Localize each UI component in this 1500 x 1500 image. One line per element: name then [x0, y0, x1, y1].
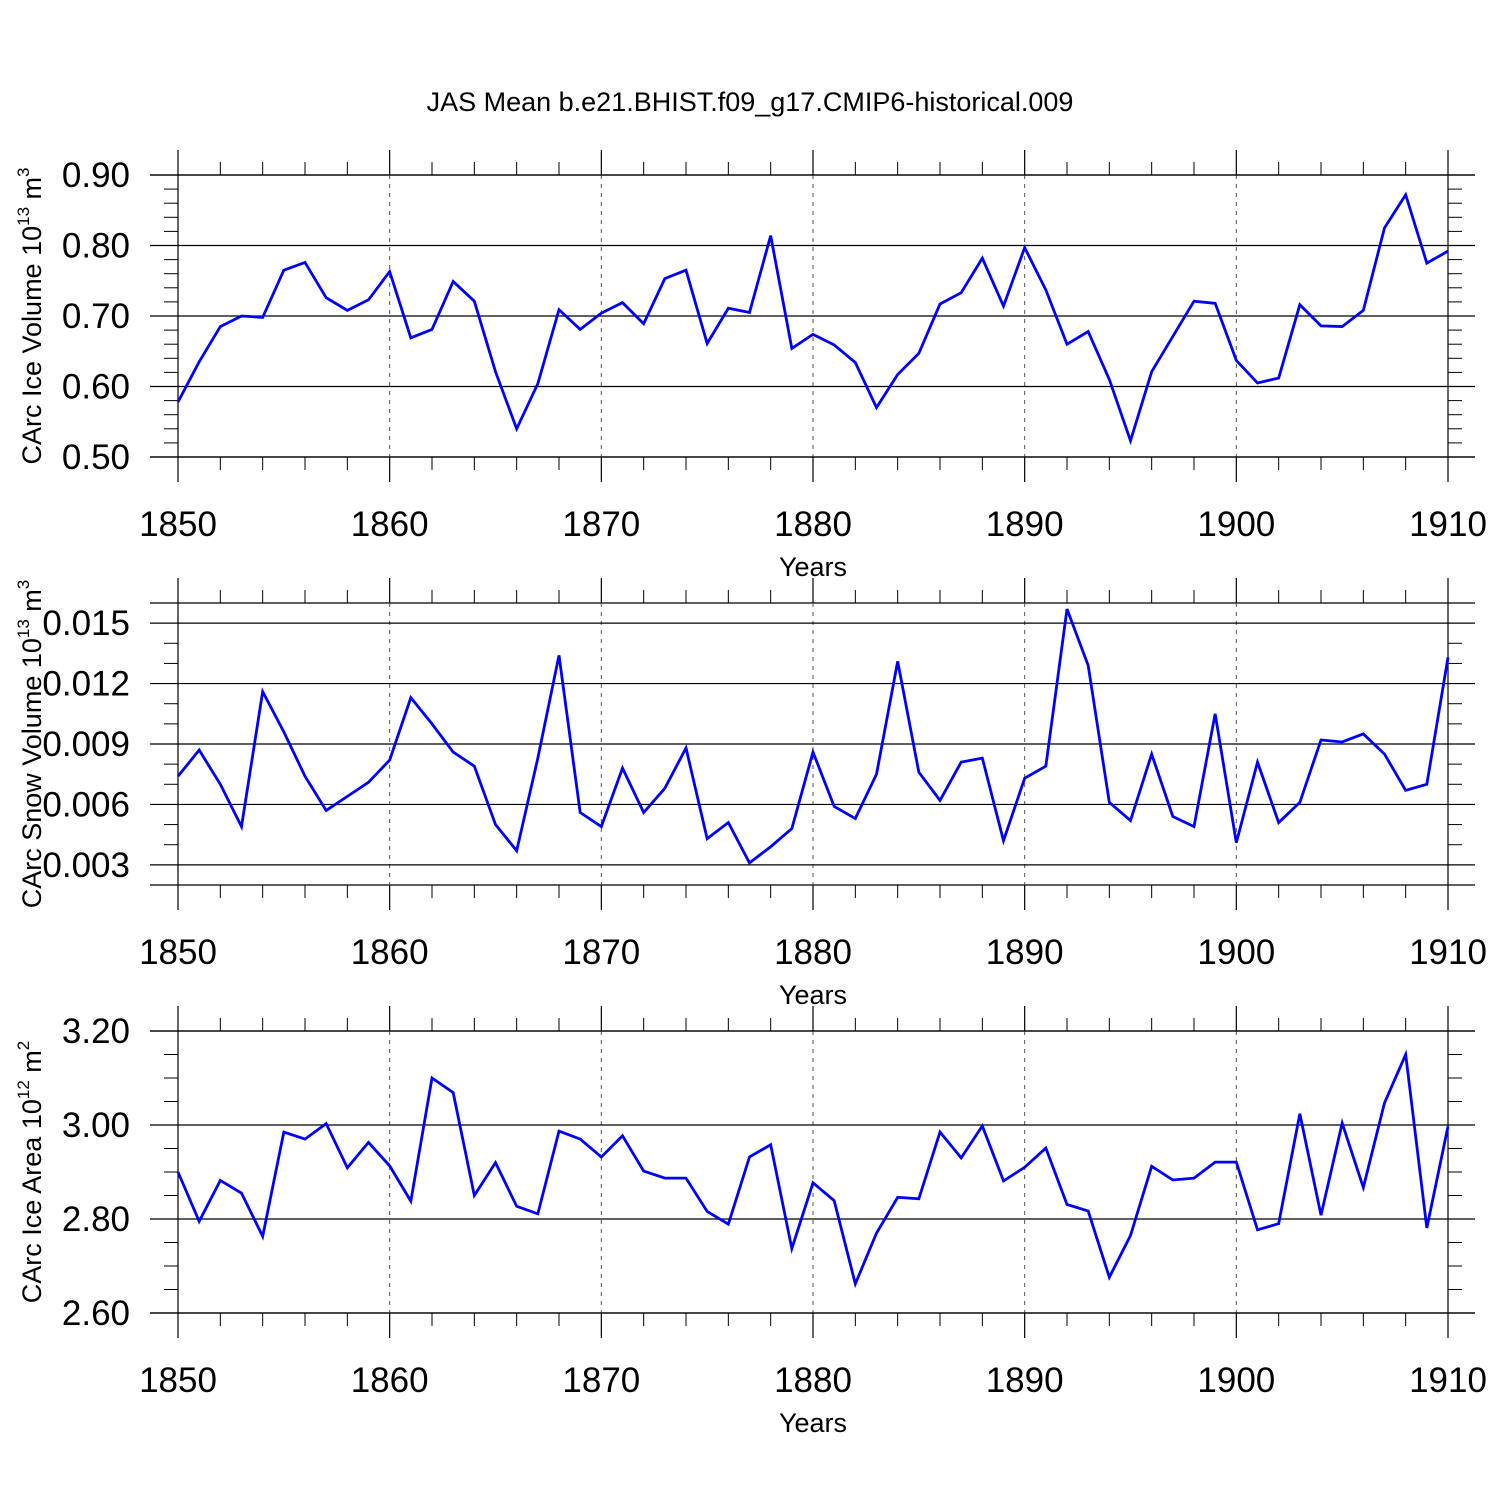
- panel-ice-volume: 1850 1860 1870 1880 1890 1900 1910 0.50 0.60 0.70…: [14, 150, 1487, 582]
- x-axis-title: Years: [779, 1408, 847, 1438]
- y-axis-title: CArc Ice Volume 1013 m3: [14, 167, 47, 464]
- x-tick-label: 1850: [139, 505, 217, 544]
- x-tick-label: 1910: [1409, 505, 1487, 544]
- y-axis-title-exponent: 3: [14, 580, 33, 589]
- x-tick-label: 1850: [139, 1361, 217, 1400]
- y-axis-title-part: CArc Snow Volume 10: [17, 638, 47, 908]
- x-tick-label: 1860: [351, 933, 429, 972]
- y-tick-label: 2.80: [62, 1200, 130, 1239]
- y-tick-label: 0.012: [42, 665, 130, 704]
- x-tick-label: 1890: [986, 1361, 1064, 1400]
- x-tick-label: 1900: [1197, 933, 1275, 972]
- x-tick-label: 1910: [1409, 1361, 1487, 1400]
- y-tick-label: 0.60: [62, 368, 130, 407]
- y-axis-title-part: m: [17, 177, 47, 207]
- x-tick-label: 1870: [562, 1361, 640, 1400]
- series-line: [176, 608, 1450, 865]
- x-tick-label: 1900: [1197, 505, 1275, 544]
- x-tick-label: 1890: [986, 933, 1064, 972]
- x-tick-label: 1850: [139, 933, 217, 972]
- x-tick-label: 1860: [351, 505, 429, 544]
- series-line: [176, 1049, 1450, 1289]
- x-axis-title: Years: [779, 980, 847, 1010]
- y-tick-label: 0.50: [62, 438, 130, 477]
- y-tick-label: 0.015: [42, 604, 130, 643]
- y-axis-title-part: m: [17, 589, 47, 619]
- x-tick-label: 1900: [1197, 1361, 1275, 1400]
- y-tick-label: 0.80: [62, 227, 130, 266]
- x-tick-label: 1870: [562, 933, 640, 972]
- y-axis-title: CArc Ice Area 1012 m2: [14, 1041, 47, 1304]
- y-axis-title-exponent: 13: [14, 619, 33, 638]
- y-axis-title: CArc Snow Volume 1013 m3: [14, 580, 47, 909]
- y-axis-title-part: m: [17, 1050, 47, 1080]
- y-tick-label: 2.60: [62, 1294, 130, 1333]
- y-tick-label: 0.70: [62, 297, 130, 336]
- y-tick-label: 0.90: [62, 156, 130, 195]
- x-tick-label: 1890: [986, 505, 1064, 544]
- panel-ice-area: 1850 1860 1870 1880 1890 1900 1910 2.60 2.80 3.00…: [14, 1006, 1487, 1438]
- x-tick-label: 1870: [562, 505, 640, 544]
- x-axis-title: Years: [779, 552, 847, 582]
- y-tick-label: 0.009: [42, 725, 130, 764]
- x-tick-label: 1910: [1409, 933, 1487, 972]
- series-line: [176, 191, 1449, 446]
- chart-title: JAS Mean b.e21.BHIST.f09_g17.CMIP6-histo…: [427, 87, 1074, 117]
- y-tick-label: 0.006: [42, 785, 130, 824]
- y-tick-label: 3.00: [62, 1106, 130, 1145]
- panel-snow-volume: 1850 1860 1870 1880 1890 1900 1910 0.003 0.006 0.…: [14, 578, 1487, 1010]
- y-axis-title-part: CArc Ice Area 10: [17, 1099, 47, 1303]
- x-tick-label: 1880: [774, 1361, 852, 1400]
- y-tick-label: 3.20: [62, 1012, 130, 1051]
- y-axis-title-part: CArc Ice Volume 10: [17, 226, 47, 465]
- y-axis-title-exponent: 3: [14, 167, 33, 176]
- x-tick-label: 1880: [774, 505, 852, 544]
- x-tick-label: 1860: [351, 1361, 429, 1400]
- y-tick-label: 0.003: [42, 846, 130, 885]
- y-axis-title-exponent: 2: [14, 1041, 33, 1050]
- x-tick-label: 1880: [774, 933, 852, 972]
- y-axis-title-exponent: 12: [14, 1080, 33, 1099]
- y-axis-title-exponent: 13: [14, 207, 33, 226]
